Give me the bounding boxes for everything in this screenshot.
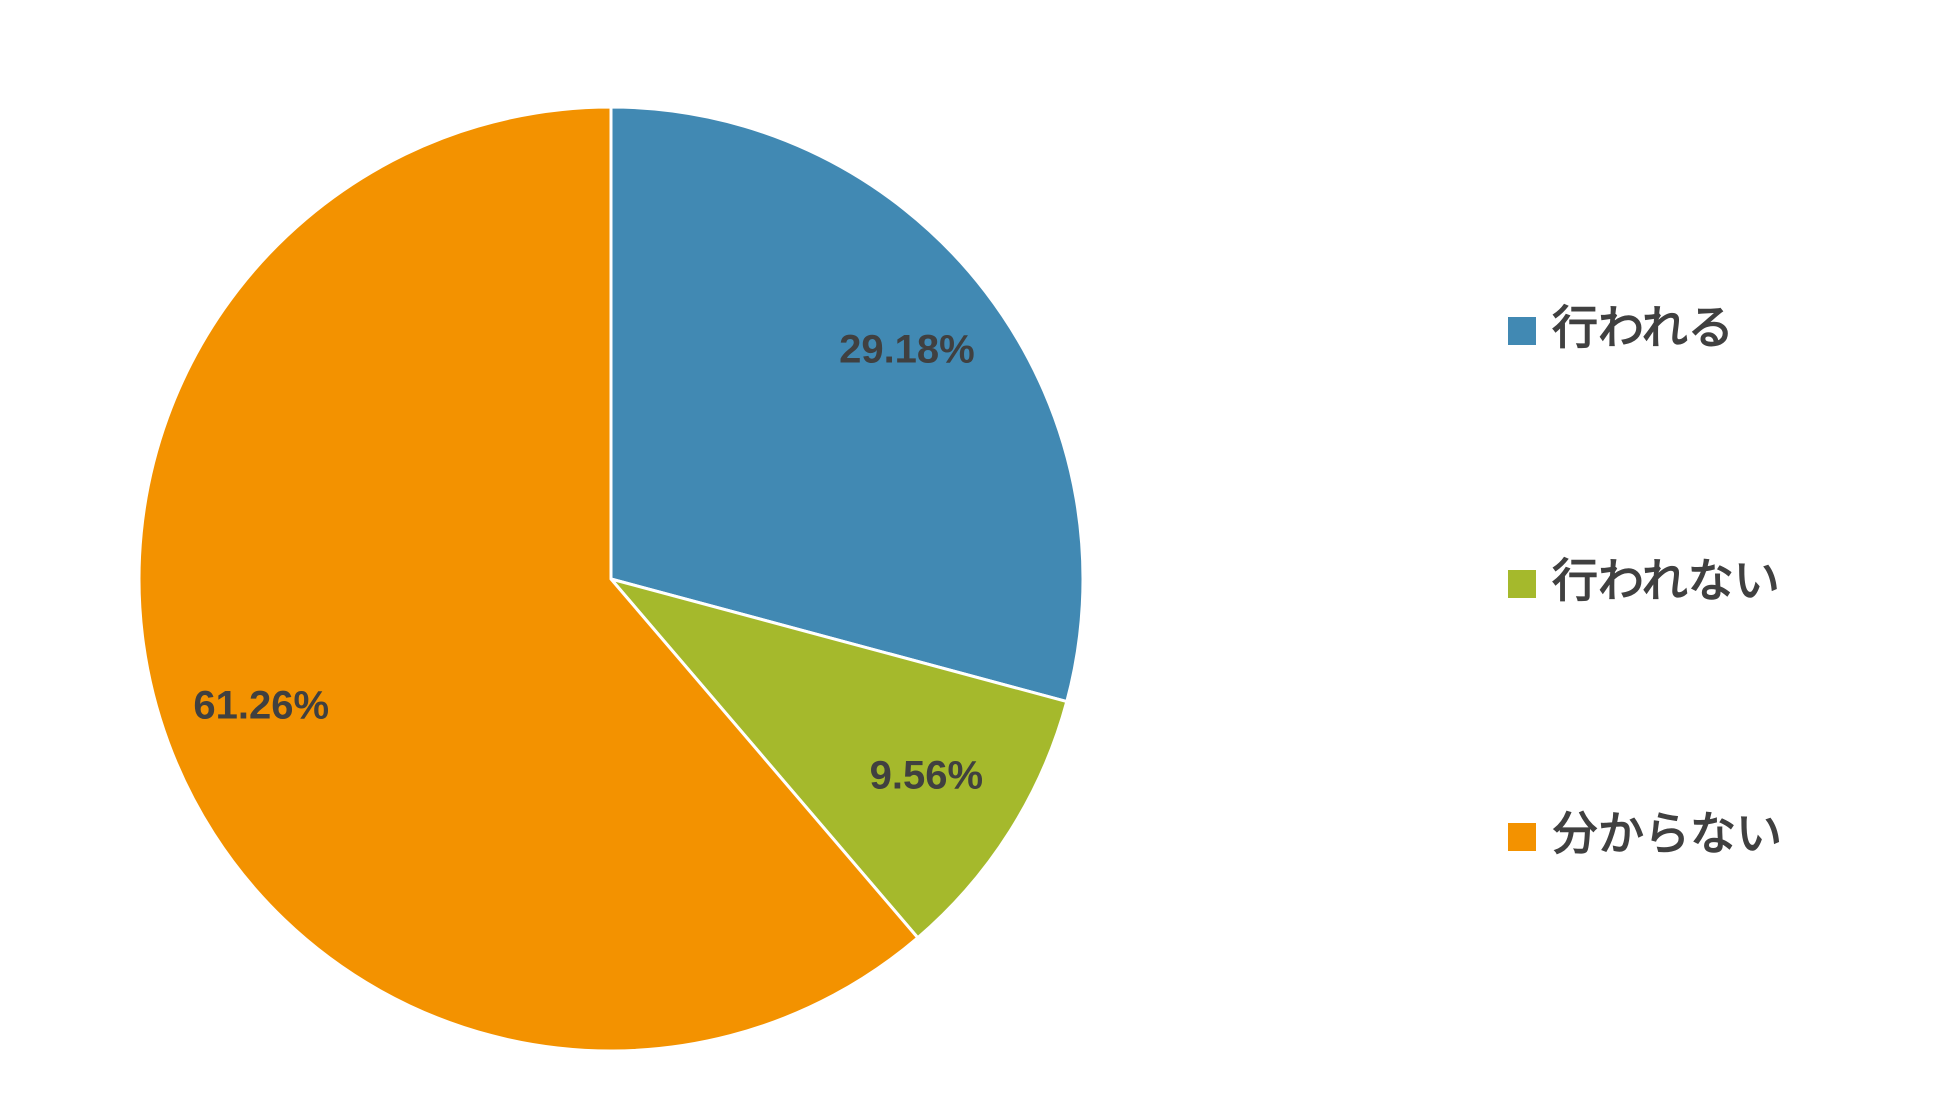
data-label: 29.18% [839, 328, 975, 372]
legend-label: 行われない [1552, 554, 1780, 608]
legend-label: 分からない [1552, 807, 1782, 861]
legend-swatch [1508, 317, 1536, 345]
pie-slice [609, 105, 1085, 704]
data-label: 9.56% [870, 754, 983, 798]
pie-slice [606, 576, 1069, 940]
legend-swatch [1508, 570, 1536, 598]
pie-slice [137, 105, 920, 1053]
data-label: 61.26% [193, 684, 329, 728]
legend-swatch [1508, 823, 1536, 851]
legend-label: 行われる [1552, 301, 1734, 355]
